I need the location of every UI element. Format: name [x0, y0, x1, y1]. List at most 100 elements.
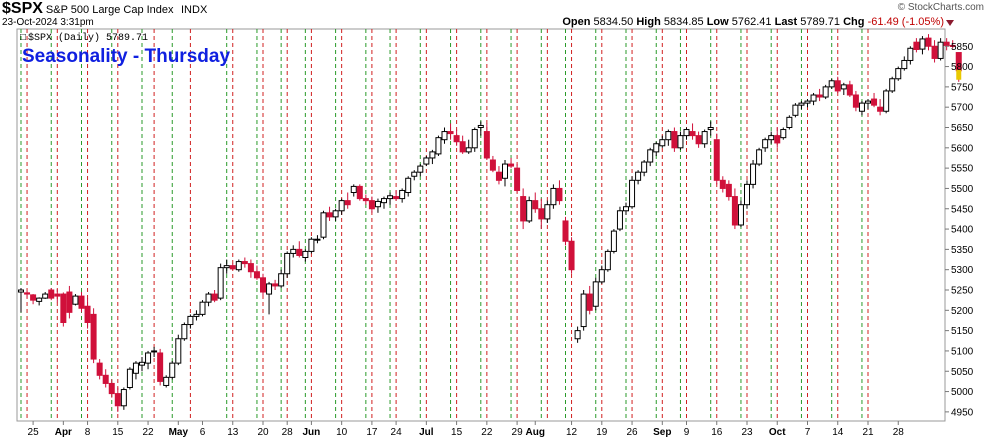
series-legend-text: $SPX (Daily) 5789.71 [28, 32, 148, 44]
candle-45 [290, 245, 297, 258]
candle-body-50 [320, 212, 327, 238]
chg-label: Chg [843, 16, 865, 28]
y-tick-label-5400: 5400 [951, 225, 974, 236]
candle-body-119 [737, 204, 744, 226]
candle-body-53 [338, 200, 345, 212]
candle-body-101 [629, 179, 636, 208]
candle-29 [193, 310, 200, 321]
candle-body-21 [145, 352, 152, 364]
x-tick-label-30: 28 [893, 427, 905, 438]
candle-body-88 [550, 187, 557, 206]
candle-body-86 [538, 208, 545, 220]
candle-109 [677, 131, 684, 150]
candle-137 [846, 80, 853, 98]
candle-135 [834, 76, 841, 93]
candle-body-56 [356, 185, 363, 200]
candle-104 [647, 147, 654, 167]
candle-body-130 [804, 100, 811, 104]
x-tick-label-22: Sep [653, 427, 671, 438]
candle-body-100 [623, 206, 629, 212]
candle-body-131 [810, 94, 817, 102]
candle-body-137 [846, 84, 853, 96]
candle-147 [907, 46, 914, 65]
candle-body-99 [616, 210, 623, 230]
candle-body-69 [435, 137, 442, 155]
candle-body-87 [544, 204, 551, 220]
y-tick-label-4950: 4950 [951, 407, 974, 418]
candle-body-103 [641, 161, 648, 173]
candle-body-45 [290, 248, 297, 254]
candle-body-91 [568, 240, 575, 271]
candle-body-89 [556, 187, 563, 202]
candle-34 [223, 259, 230, 274]
candle-119 [737, 200, 744, 228]
candle-body-106 [659, 139, 666, 147]
candle-19 [132, 361, 139, 380]
candle-142 [877, 99, 884, 116]
candle-155 [955, 52, 962, 82]
candle-73 [459, 135, 466, 154]
candle-110 [683, 127, 690, 140]
candle-9 [72, 294, 79, 306]
candle-138 [852, 90, 859, 112]
chg-value: -61.49 (-1.05%) [867, 16, 944, 28]
candle-body-127 [786, 116, 793, 128]
candle-body-90 [562, 220, 569, 242]
x-tick-label-13: 24 [391, 427, 403, 438]
candle-body-133 [822, 86, 829, 98]
candle-body-13 [96, 362, 103, 376]
candle-26 [175, 334, 182, 366]
candle-22 [151, 346, 158, 358]
candle-body-79 [495, 171, 502, 181]
candle-body-60 [381, 198, 387, 204]
y-tick-label-5350: 5350 [951, 245, 974, 256]
open-label: Open [562, 16, 591, 28]
candle-body-37 [241, 261, 248, 265]
candle-118 [731, 188, 738, 230]
candle-body-82 [514, 167, 521, 191]
y-tick-label-5600: 5600 [951, 143, 974, 154]
candle-body-4 [42, 293, 49, 299]
candle-body-64 [405, 177, 412, 193]
candle-89 [556, 180, 563, 205]
candle-112 [695, 131, 702, 148]
candle-body-77 [483, 131, 490, 159]
x-tick-label-19: 12 [566, 427, 578, 438]
series-legend-swatch: □ [20, 33, 26, 44]
x-tick-label-11: 10 [336, 427, 348, 438]
candle-42 [272, 279, 279, 290]
x-tick-label-17: 29 [512, 427, 524, 438]
candle-body-141 [871, 98, 878, 106]
candle-body-123 [762, 139, 769, 149]
x-tick-label-23: 9 [684, 427, 690, 438]
candle-131 [810, 92, 817, 106]
candle-72 [453, 129, 460, 146]
candle-0 [18, 287, 24, 313]
candle-12 [90, 308, 97, 364]
candle-8 [66, 285, 73, 319]
candle-body-120 [744, 183, 750, 206]
x-tick-label-26: Oct [769, 427, 786, 438]
candle-body-80 [502, 163, 508, 179]
candle-body-150 [925, 37, 932, 47]
candle-146 [901, 56, 908, 71]
x-tick-label-0: 25 [28, 427, 40, 438]
x-axis: 25 Apr 8 15 22 May 6 13 20 28 Jun 10 17 24 Jul 15 22 29 Au… [28, 421, 905, 438]
candle-6 [54, 289, 61, 303]
candle-127 [786, 115, 793, 130]
candle-body-149 [919, 38, 926, 50]
candle-body-98 [610, 230, 617, 252]
x-tick-label-6: 6 [200, 427, 206, 438]
candle-65 [411, 170, 418, 181]
candle-78 [489, 155, 496, 173]
candle-140 [865, 99, 871, 110]
x-tick-label-4: 22 [142, 427, 154, 438]
x-tick-label-27: 7 [805, 427, 811, 438]
candle-98 [610, 229, 617, 254]
candle-4 [42, 292, 49, 299]
candle-body-9 [72, 295, 79, 305]
x-tick-label-29: 21 [862, 427, 874, 438]
quote-date: 23-Oct-2024 3:31pm [2, 17, 94, 28]
candle-61 [387, 192, 394, 205]
